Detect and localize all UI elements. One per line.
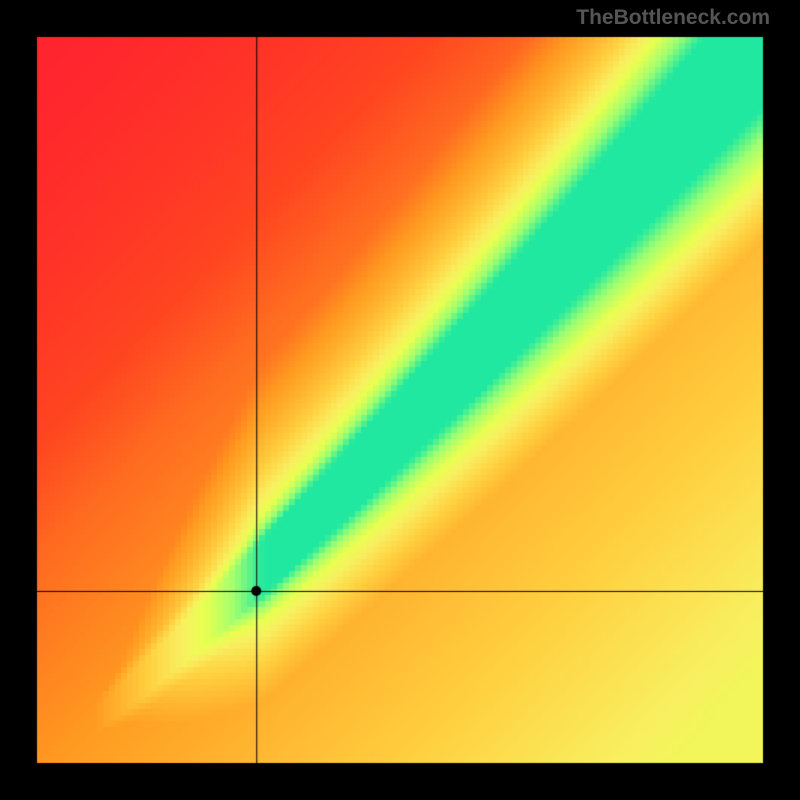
heatmap-canvas	[0, 0, 800, 800]
watermark-text: TheBottleneck.com	[576, 6, 770, 30]
chart-container: TheBottleneck.com	[0, 0, 800, 800]
